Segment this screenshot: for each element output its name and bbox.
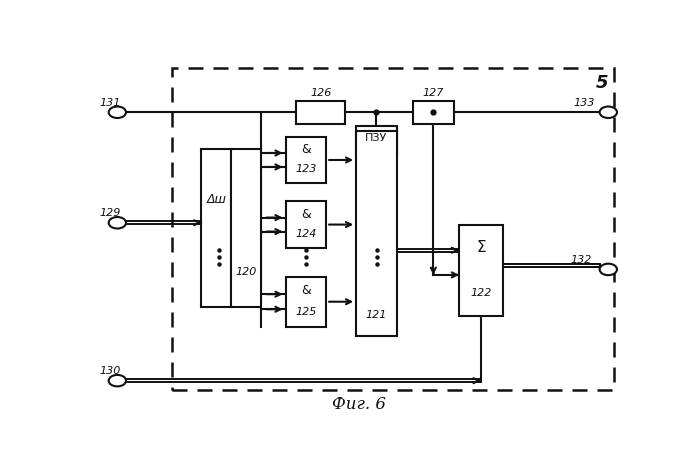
- Circle shape: [108, 107, 126, 118]
- Text: 129: 129: [99, 208, 121, 218]
- Bar: [286, 277, 326, 327]
- Circle shape: [600, 264, 617, 275]
- Text: 131: 131: [99, 97, 121, 108]
- Bar: [296, 101, 345, 124]
- Bar: [459, 225, 503, 316]
- Bar: [356, 131, 397, 336]
- Text: 132: 132: [570, 255, 592, 265]
- Bar: [172, 69, 614, 390]
- Text: 123: 123: [295, 164, 316, 174]
- Text: ПЗУ: ПЗУ: [365, 133, 388, 143]
- Bar: [286, 201, 326, 248]
- Text: Δш: Δш: [206, 193, 226, 206]
- Bar: [356, 126, 397, 157]
- Text: 133: 133: [573, 97, 595, 108]
- Text: &: &: [301, 284, 311, 297]
- Text: &: &: [301, 143, 311, 156]
- Text: Фиг. 6: Фиг. 6: [332, 396, 386, 413]
- Circle shape: [108, 217, 126, 228]
- Text: 122: 122: [470, 288, 491, 298]
- Text: &: &: [301, 208, 311, 221]
- Text: 120: 120: [235, 267, 257, 277]
- Text: Σ: Σ: [476, 240, 486, 255]
- Text: 126: 126: [310, 88, 332, 98]
- Text: 127: 127: [423, 88, 444, 98]
- Circle shape: [600, 107, 617, 118]
- Bar: [413, 101, 454, 124]
- Bar: [231, 149, 261, 307]
- Bar: [286, 137, 326, 183]
- Text: 124: 124: [295, 229, 316, 239]
- Text: 121: 121: [365, 310, 387, 320]
- Text: 130: 130: [99, 366, 121, 376]
- Circle shape: [108, 375, 126, 386]
- Bar: [202, 149, 231, 307]
- Text: 125: 125: [295, 307, 316, 317]
- Text: 5: 5: [596, 74, 608, 92]
